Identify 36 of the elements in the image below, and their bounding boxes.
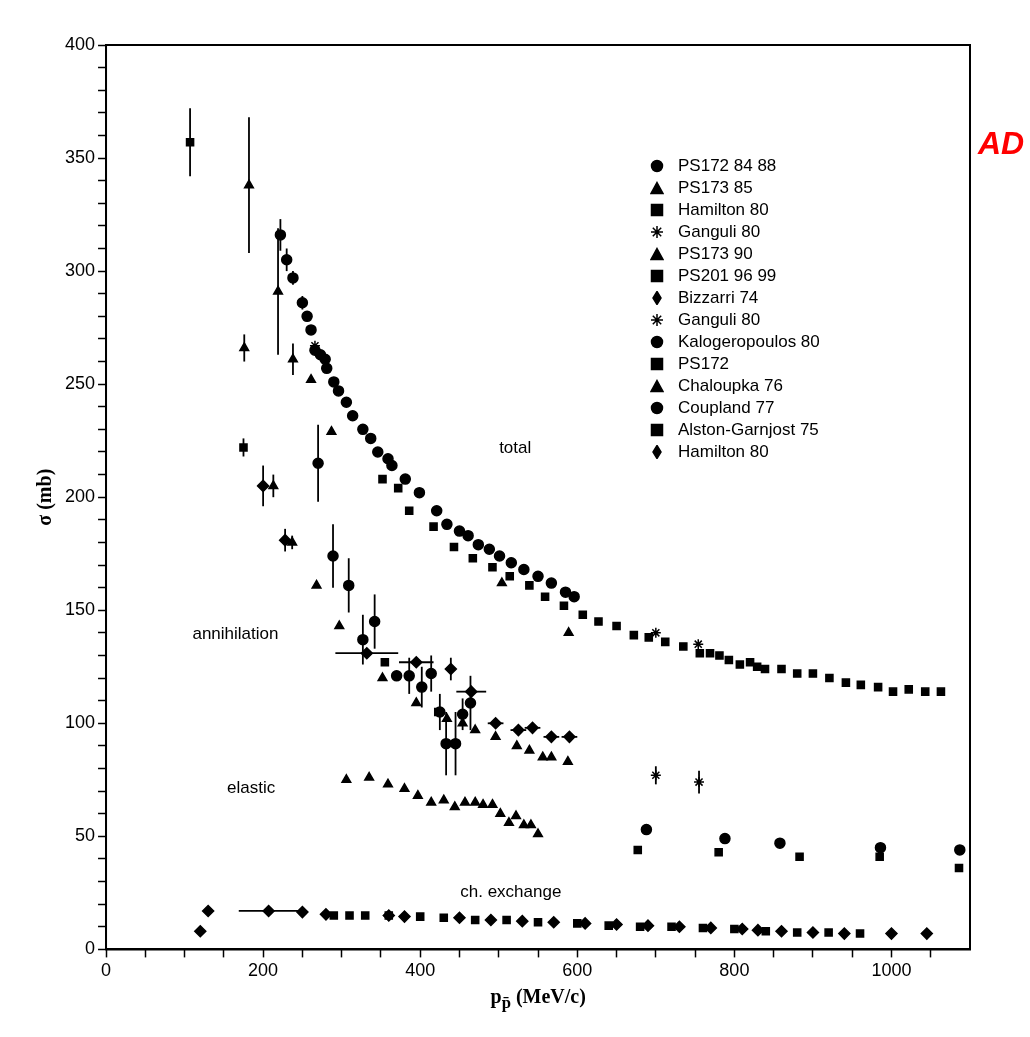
y-tick-label: 250 xyxy=(64,373,96,394)
y-tick-label: 400 xyxy=(64,33,96,54)
legend-label: Alston-Garnjost 75 xyxy=(678,419,819,441)
y-tick-label: 50 xyxy=(75,825,96,846)
x-tick-label: 600 xyxy=(562,960,593,981)
legend-label: PS172 84 88 xyxy=(678,155,777,177)
y-tick-label: 100 xyxy=(64,712,96,733)
x-tick-label: 1000 xyxy=(871,960,912,981)
y-axis-title: σ (mb) xyxy=(33,468,57,526)
legend-label: Ganguli 80 xyxy=(678,221,761,243)
x-axis-title: p$_{p̄}$ (MeV/c) xyxy=(490,985,586,1014)
annotation: elastic xyxy=(226,777,276,798)
legend-label: Kalogeropoulos 80 xyxy=(678,331,820,353)
text: AD xyxy=(978,125,1025,162)
annotation: ch. exchange xyxy=(460,881,562,902)
y-tick-label: 150 xyxy=(64,599,96,620)
legend-label: Bizzarri 74 xyxy=(678,287,759,309)
legend-label: Chaloupka 76 xyxy=(678,375,783,397)
legend-label: Hamilton 80 xyxy=(678,441,769,463)
y-tick-label: 0 xyxy=(85,938,96,959)
legend-label: PS201 96 99 xyxy=(678,265,777,287)
x-tick-label: 200 xyxy=(248,960,279,981)
x-tick-label: 400 xyxy=(405,960,436,981)
x-tick-label: 0 xyxy=(101,960,112,981)
legend-label: Hamilton 80 xyxy=(678,199,769,221)
legend-label: Coupland 77 xyxy=(678,397,775,419)
annotation: total xyxy=(499,438,532,459)
legend-label: Ganguli 80 xyxy=(678,309,761,331)
x-tick-label: 800 xyxy=(719,960,750,981)
legend-label: PS173 85 xyxy=(678,177,753,199)
legend-label: PS172 xyxy=(678,353,730,375)
y-tick-label: 300 xyxy=(64,260,96,281)
legend-label: PS173 90 xyxy=(678,243,753,265)
y-tick-label: 200 xyxy=(64,486,96,507)
annotation: annihilation xyxy=(192,623,279,644)
y-tick-label: 350 xyxy=(64,147,96,168)
